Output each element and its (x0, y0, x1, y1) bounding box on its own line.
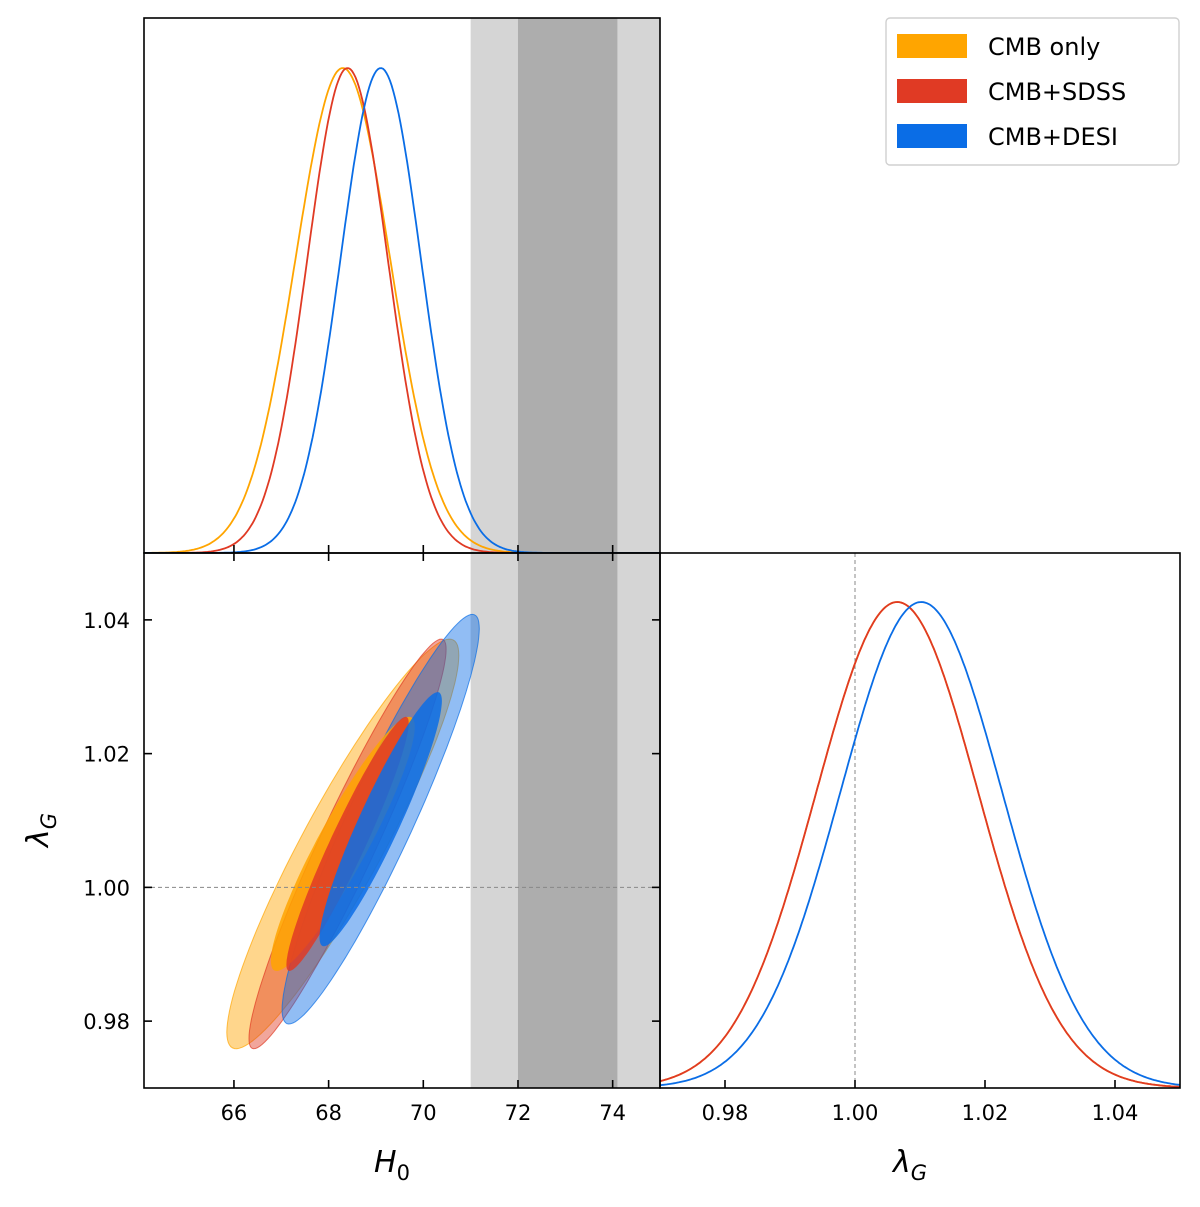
legend-swatch-cmb-desi (897, 124, 967, 148)
lambda-y-tick-label: 1.02 (83, 743, 130, 767)
lambda-x-tick-label: 1.04 (1092, 1101, 1139, 1125)
h0-tick-labels: 66 68 70 72 74 (221, 1101, 626, 1125)
lambda-y-axis-label: λG (21, 813, 61, 849)
h0-tick-label: 66 (221, 1101, 248, 1125)
lambda-marginal-curves (660, 601, 1180, 1088)
h0-tick-label: 70 (410, 1101, 437, 1125)
lambda-y-tick-label: 0.98 (83, 1010, 130, 1034)
h0-curve-cmb-sdss (144, 67, 660, 553)
lambda-y-tick-label: 1.00 (83, 876, 130, 900)
h0-band-inner-top (517, 18, 618, 553)
h0-tick-label: 68 (315, 1101, 342, 1125)
lambda-marginal-panel (660, 553, 1180, 1088)
h0-tick-label: 74 (599, 1101, 626, 1125)
legend-label-cmb-sdss: CMB+SDSS (988, 78, 1126, 106)
legend-swatch-cmb-only (897, 34, 967, 58)
h0-reference-band-joint (470, 553, 660, 1088)
lambda-curve-cmb-sdss (660, 601, 1180, 1088)
lambda-curve-cmb-desi (660, 601, 1180, 1087)
lambda-x-tick-label: 1.00 (832, 1101, 879, 1125)
lambda-left-tick-labels: 0.98 1.00 1.02 1.04 (83, 609, 130, 1034)
legend-label-cmb-desi: CMB+DESI (988, 123, 1118, 151)
tick-marks (144, 545, 1116, 1088)
h0-curve-cmb-only (144, 67, 660, 553)
lambda-marginal-frame (659, 552, 1181, 1089)
legend-swatch-cmb-sdss (897, 79, 967, 103)
lambda-x-tick-label: 0.98 (702, 1101, 749, 1125)
legend-label-cmb-only: CMB only (988, 33, 1100, 61)
h0-reference-band-top (470, 18, 660, 553)
lambda-x-tick-label: 1.02 (962, 1101, 1009, 1125)
lambda-x-axis-label: λG (891, 1145, 927, 1185)
contour-68-cmb-desi (319, 692, 442, 947)
lambda-y-tick-label: 1.04 (83, 609, 130, 633)
joint-contours (226, 613, 480, 1050)
legend: CMB only CMB+SDSS CMB+DESI (885, 17, 1180, 166)
lambda-bottom-tick-labels: 0.98 1.00 1.02 1.04 (702, 1101, 1139, 1125)
h0-axis-label: H0 (374, 1145, 410, 1185)
h0-band-inner-joint (517, 553, 618, 1088)
h0-tick-label: 72 (505, 1101, 532, 1125)
